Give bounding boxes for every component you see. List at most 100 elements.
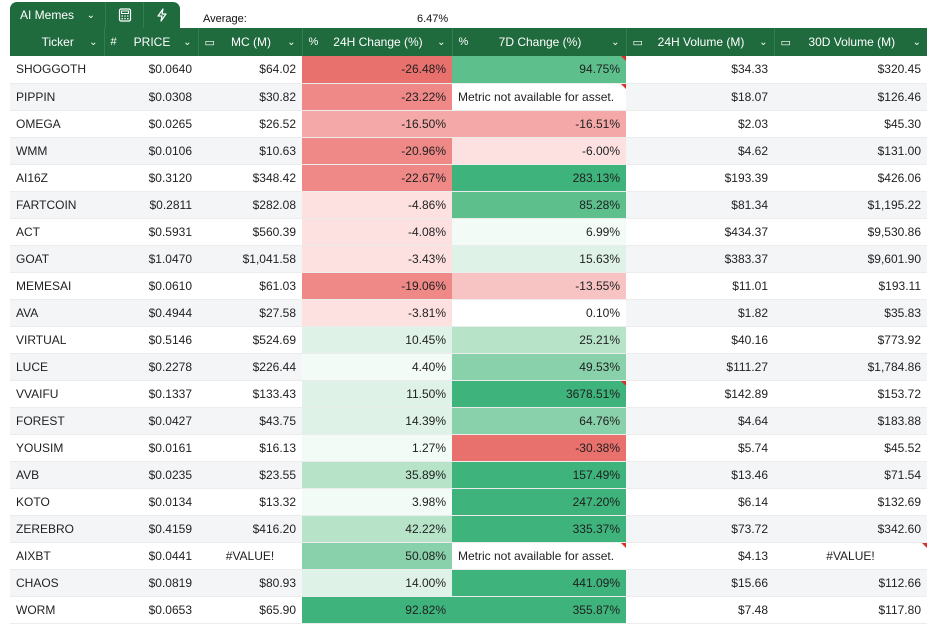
cell-price[interactable]: $1.0470	[104, 245, 198, 273]
cell-vol30d[interactable]: $132.69	[774, 488, 927, 516]
cell-ticker[interactable]: ZEREBRO	[10, 515, 104, 543]
cell-vol24h[interactable]: $4.13	[626, 542, 774, 570]
cell-vol24h[interactable]: $383.37	[626, 245, 774, 273]
column-header-ticker[interactable]: Ticker ⌄	[10, 28, 105, 56]
lightning-button[interactable]	[143, 2, 180, 28]
table-row[interactable]: AI16Z $0.3120 $348.42 -22.67% 283.13% $193.39…	[10, 164, 927, 192]
table-row[interactable]: ZEREBRO $0.4159 $416.20 42.22% 335.37% $73.72…	[10, 515, 927, 543]
calculator-button[interactable]	[106, 2, 143, 28]
cell-change7d[interactable]: 6.99%	[452, 218, 626, 246]
cell-ticker[interactable]: AI16Z	[10, 164, 104, 192]
cell-change24h[interactable]: 35.89%	[302, 461, 452, 489]
cell-change24h[interactable]: -3.81%	[302, 299, 452, 327]
cell-change24h[interactable]: 4.40%	[302, 353, 452, 381]
cell-price[interactable]: $0.3120	[104, 164, 198, 192]
table-row[interactable]: WMM $0.0106 $10.63 -20.96% -6.00% $4.62 $131.0…	[10, 137, 927, 165]
cell-change24h[interactable]: 10.45%	[302, 326, 452, 354]
cell-vol24h[interactable]: $434.37	[626, 218, 774, 246]
cell-price[interactable]: $0.0427	[104, 407, 198, 435]
cell-ticker[interactable]: AIXBT	[10, 542, 104, 570]
cell-vol24h[interactable]: $4.62	[626, 137, 774, 165]
cell-vol24h[interactable]: $142.89	[626, 380, 774, 408]
cell-change24h[interactable]: 3.98%	[302, 488, 452, 516]
cell-price[interactable]: $0.2811	[104, 191, 198, 219]
cell-ticker[interactable]: VIRTUAL	[10, 326, 104, 354]
cell-price[interactable]: $0.0819	[104, 569, 198, 597]
cell-vol24h[interactable]: $5.74	[626, 434, 774, 462]
cell-change7d[interactable]: -30.38%	[452, 434, 626, 462]
chevron-down-icon[interactable]: ⌄	[912, 36, 921, 48]
cell-mc[interactable]: $13.32	[198, 488, 302, 516]
cell-ticker[interactable]: AVB	[10, 461, 104, 489]
cell-change24h[interactable]: -23.22%	[302, 83, 452, 111]
cell-mc[interactable]: $27.58	[198, 299, 302, 327]
cell-ticker[interactable]: MEMESAI	[10, 272, 104, 300]
cell-mc[interactable]: $348.42	[198, 164, 302, 192]
cell-mc[interactable]: $30.82	[198, 83, 302, 111]
cell-change7d[interactable]: 15.63%	[452, 245, 626, 273]
cell-mc[interactable]: $61.03	[198, 272, 302, 300]
column-header-change7d[interactable]: % 7D Change (%) ⌄	[452, 28, 627, 56]
table-row[interactable]: CHAOS $0.0819 $80.93 14.00% 441.09% $15.66 $11…	[10, 569, 927, 597]
table-row[interactable]: YOUSIM $0.0161 $16.13 1.27% -30.38% $5.74 $45.…	[10, 434, 927, 462]
cell-price[interactable]: $0.0653	[104, 596, 198, 624]
column-header-vol24h[interactable]: ▭ 24H Volume (M) ⌄	[626, 28, 775, 56]
cell-vol30d[interactable]: $131.00	[774, 137, 927, 165]
cell-ticker[interactable]: ACT	[10, 218, 104, 246]
cell-change24h[interactable]: 1.27%	[302, 434, 452, 462]
cell-change24h[interactable]: -3.43%	[302, 245, 452, 273]
chevron-down-icon[interactable]: ⌄	[759, 36, 768, 48]
view-tab-ai-memes[interactable]: AI Memes ⌄	[10, 2, 106, 28]
cell-vol24h[interactable]: $1.82	[626, 299, 774, 327]
cell-mc[interactable]: $10.63	[198, 137, 302, 165]
cell-ticker[interactable]: PIPPIN	[10, 83, 104, 111]
cell-change7d[interactable]: 49.53%	[452, 353, 626, 381]
cell-vol24h[interactable]: $73.72	[626, 515, 774, 543]
cell-mc[interactable]: $416.20	[198, 515, 302, 543]
cell-vol30d[interactable]: $9,530.86	[774, 218, 927, 246]
cell-vol30d[interactable]: $126.46	[774, 83, 927, 111]
cell-change7d[interactable]: -13.55%	[452, 272, 626, 300]
cell-change24h[interactable]: -22.67%	[302, 164, 452, 192]
cell-change24h[interactable]: -26.48%	[302, 56, 452, 84]
chevron-down-icon[interactable]: ⌄	[89, 36, 98, 48]
cell-vol30d[interactable]: $1,195.22	[774, 191, 927, 219]
table-row[interactable]: WORM $0.0653 $65.90 92.82% 355.87% $7.48 $117.…	[10, 596, 927, 624]
cell-mc[interactable]: $133.43	[198, 380, 302, 408]
cell-ticker[interactable]: OMEGA	[10, 110, 104, 138]
cell-ticker[interactable]: YOUSIM	[10, 434, 104, 462]
cell-mc[interactable]: $1,041.58	[198, 245, 302, 273]
cell-ticker[interactable]: KOTO	[10, 488, 104, 516]
cell-ticker[interactable]: SHOGGOTH	[10, 56, 104, 84]
cell-mc[interactable]: $80.93	[198, 569, 302, 597]
column-header-price[interactable]: # PRICE ⌄	[104, 28, 199, 56]
cell-mc[interactable]: $16.13	[198, 434, 302, 462]
cell-change7d[interactable]: 157.49%	[452, 461, 626, 489]
cell-vol30d[interactable]: $342.60	[774, 515, 927, 543]
cell-vol24h[interactable]: $81.34	[626, 191, 774, 219]
cell-vol24h[interactable]: $15.66	[626, 569, 774, 597]
cell-vol30d[interactable]: #VALUE!	[774, 542, 927, 570]
cell-change7d[interactable]: Metric not available for asset.	[452, 542, 626, 570]
cell-change24h[interactable]: -4.08%	[302, 218, 452, 246]
cell-mc[interactable]: $26.52	[198, 110, 302, 138]
table-row[interactable]: KOTO $0.0134 $13.32 3.98% 247.20% $6.14 $132.6…	[10, 488, 927, 516]
cell-vol24h[interactable]: $18.07	[626, 83, 774, 111]
table-row[interactable]: FOREST $0.0427 $43.75 14.39% 64.76% $4.64 $183…	[10, 407, 927, 435]
cell-change7d[interactable]: -6.00%	[452, 137, 626, 165]
cell-ticker[interactable]: CHAOS	[10, 569, 104, 597]
cell-change7d[interactable]: 0.10%	[452, 299, 626, 327]
column-header-vol30d[interactable]: ▭ 30D Volume (M) ⌄	[774, 28, 927, 56]
cell-price[interactable]: $0.0610	[104, 272, 198, 300]
cell-change7d[interactable]: 85.28%	[452, 191, 626, 219]
cell-vol30d[interactable]: $320.45	[774, 56, 927, 84]
cell-vol30d[interactable]: $426.06	[774, 164, 927, 192]
cell-price[interactable]: $0.1337	[104, 380, 198, 408]
cell-change24h[interactable]: 14.39%	[302, 407, 452, 435]
cell-price[interactable]: $0.4944	[104, 299, 198, 327]
cell-mc[interactable]: $23.55	[198, 461, 302, 489]
cell-change7d[interactable]: 3678.51%	[452, 380, 626, 408]
cell-mc[interactable]: $64.02	[198, 56, 302, 84]
cell-mc[interactable]: $226.44	[198, 353, 302, 381]
cell-vol30d[interactable]: $773.92	[774, 326, 927, 354]
